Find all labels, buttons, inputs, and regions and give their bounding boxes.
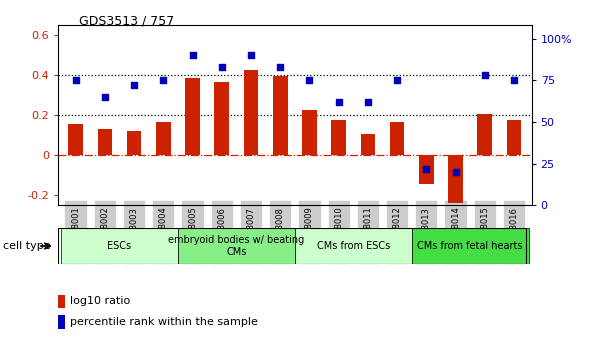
Bar	[58, 295, 65, 308]
Bar	[61, 228, 178, 264]
Bar	[244, 70, 258, 155]
Bar	[302, 110, 316, 155]
Bar	[412, 228, 529, 264]
Bar	[58, 315, 65, 329]
Bar	[273, 76, 288, 155]
Bar	[295, 228, 412, 264]
Point	[363, 99, 373, 105]
Bar	[98, 129, 112, 155]
Bar	[390, 122, 404, 155]
Text: CMs from fetal hearts: CMs from fetal hearts	[417, 241, 523, 251]
Text: GDS3513 / 757: GDS3513 / 757	[79, 14, 175, 27]
Bar	[419, 155, 434, 184]
Bar	[126, 131, 141, 155]
Point	[129, 82, 139, 88]
Point	[246, 52, 256, 58]
Point	[71, 78, 81, 83]
Bar	[68, 124, 83, 155]
Bar	[156, 122, 170, 155]
Bar	[360, 134, 375, 155]
Point	[480, 73, 489, 78]
Point	[100, 94, 110, 100]
Point	[188, 52, 197, 58]
Point	[334, 99, 343, 105]
Point	[304, 78, 314, 83]
Point	[276, 64, 285, 70]
Text: CMs from ESCs: CMs from ESCs	[316, 241, 390, 251]
Text: log10 ratio: log10 ratio	[70, 296, 130, 306]
Bar	[178, 228, 295, 264]
Bar	[185, 78, 200, 155]
Bar	[331, 120, 346, 155]
Point	[158, 78, 168, 83]
Text: embryoid bodies w/ beating
CMs: embryoid bodies w/ beating CMs	[168, 235, 304, 257]
Text: percentile rank within the sample: percentile rank within the sample	[70, 317, 258, 327]
Text: cell type: cell type	[3, 241, 51, 251]
Bar	[477, 114, 492, 155]
Bar	[214, 82, 229, 155]
Bar	[507, 120, 521, 155]
Point	[451, 169, 461, 175]
Point	[509, 78, 519, 83]
Bar	[448, 155, 463, 203]
Text: ESCs: ESCs	[108, 241, 131, 251]
Point	[217, 64, 227, 70]
Point	[422, 166, 431, 171]
Point	[392, 78, 402, 83]
